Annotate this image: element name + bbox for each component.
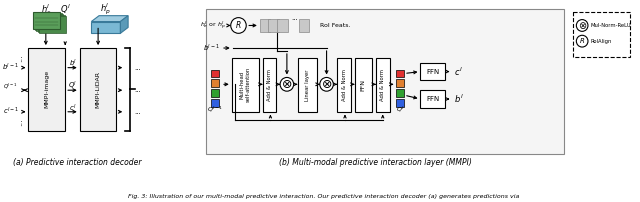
Text: FFN: FFN (361, 79, 366, 91)
Text: $c^{l-1}$: $c^{l-1}$ (3, 106, 19, 117)
FancyBboxPatch shape (36, 14, 63, 31)
Text: $Q^l$: $Q^l$ (68, 80, 77, 93)
Text: $b^{l-1}$: $b^{l-1}$ (2, 62, 19, 73)
Text: MMPI-LiDAR: MMPI-LiDAR (95, 71, 100, 108)
Text: FFN: FFN (426, 96, 439, 102)
Text: ...: ... (291, 15, 298, 21)
FancyBboxPatch shape (80, 48, 116, 131)
FancyBboxPatch shape (337, 58, 351, 112)
Text: ...: ... (134, 65, 141, 71)
Text: $\otimes$: $\otimes$ (321, 78, 332, 91)
FancyBboxPatch shape (573, 12, 630, 57)
Text: Add & Norm: Add & Norm (342, 69, 346, 101)
Text: $Q^{l-1}$: $Q^{l-1}$ (207, 105, 223, 115)
Text: Add & Norm: Add & Norm (380, 69, 385, 101)
FancyBboxPatch shape (211, 99, 219, 107)
FancyBboxPatch shape (396, 70, 404, 77)
Text: R: R (580, 38, 584, 44)
Text: (a) Predictive interaction decoder: (a) Predictive interaction decoder (13, 158, 141, 167)
FancyBboxPatch shape (396, 79, 404, 87)
FancyBboxPatch shape (376, 58, 390, 112)
FancyBboxPatch shape (298, 58, 317, 112)
Text: $\otimes$: $\otimes$ (577, 20, 587, 31)
FancyBboxPatch shape (33, 12, 60, 29)
Text: ...: ... (15, 54, 24, 62)
Text: $h_p^l$: $h_p^l$ (100, 1, 111, 17)
Circle shape (577, 35, 588, 47)
Text: Add & Norm: Add & Norm (267, 69, 272, 101)
Text: $h_e^l$ or $h_p^l$: $h_e^l$ or $h_p^l$ (200, 19, 226, 32)
Circle shape (231, 18, 246, 33)
Text: ...: ... (134, 87, 141, 93)
FancyBboxPatch shape (396, 99, 404, 107)
Text: $b^l$: $b^l$ (454, 93, 464, 105)
Text: $Q^l$: $Q^l$ (60, 2, 70, 16)
FancyBboxPatch shape (262, 58, 276, 112)
Text: $b^{l-1}$: $b^{l-1}$ (203, 42, 220, 54)
Text: MMPI-image: MMPI-image (44, 70, 49, 108)
Text: $\otimes$: $\otimes$ (281, 78, 292, 91)
FancyBboxPatch shape (298, 19, 309, 32)
Circle shape (320, 77, 333, 91)
FancyBboxPatch shape (269, 19, 279, 32)
Circle shape (577, 20, 588, 31)
FancyBboxPatch shape (39, 16, 66, 33)
FancyBboxPatch shape (420, 90, 445, 108)
FancyBboxPatch shape (211, 70, 219, 77)
Text: R: R (236, 21, 241, 30)
Text: ...: ... (134, 109, 141, 115)
Text: $c^l$: $c^l$ (69, 102, 77, 114)
Text: $c^l$: $c^l$ (454, 65, 463, 78)
Text: RoIAlign: RoIAlign (591, 39, 612, 44)
Text: $Q^{l-1}$: $Q^{l-1}$ (3, 82, 18, 91)
Text: FFN: FFN (426, 68, 439, 75)
FancyBboxPatch shape (260, 19, 271, 32)
Circle shape (280, 77, 294, 91)
FancyBboxPatch shape (277, 19, 288, 32)
Text: Multi-head
self-attention: Multi-head self-attention (240, 67, 251, 102)
FancyBboxPatch shape (92, 22, 120, 33)
FancyBboxPatch shape (396, 89, 404, 97)
FancyBboxPatch shape (35, 13, 62, 30)
FancyBboxPatch shape (420, 63, 445, 80)
Text: RoI Feats.: RoI Feats. (320, 23, 350, 28)
Text: Linear layer: Linear layer (305, 69, 310, 101)
FancyBboxPatch shape (38, 15, 65, 32)
Text: (b) Multi-modal predictive interaction layer (MMPI): (b) Multi-modal predictive interaction l… (278, 158, 472, 167)
Text: $h_c^l$: $h_c^l$ (40, 2, 51, 17)
FancyBboxPatch shape (232, 58, 259, 112)
FancyBboxPatch shape (355, 58, 372, 112)
Text: Mul-Norm-ReLU: Mul-Norm-ReLU (591, 23, 632, 28)
Polygon shape (120, 16, 128, 33)
Text: $Q^l$: $Q^l$ (396, 105, 404, 115)
Text: Fig. 3: Illustration of our multi-modal predictive interaction. Our predictive i: Fig. 3: Illustration of our multi-modal … (128, 194, 520, 199)
Text: ...: ... (15, 118, 24, 125)
FancyBboxPatch shape (211, 79, 219, 87)
Polygon shape (92, 16, 128, 22)
FancyBboxPatch shape (211, 89, 219, 97)
FancyBboxPatch shape (205, 9, 564, 154)
Text: $b^l$: $b^l$ (69, 58, 77, 69)
FancyBboxPatch shape (28, 48, 65, 131)
